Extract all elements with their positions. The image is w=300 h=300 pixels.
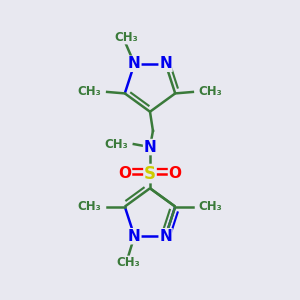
Text: CH₃: CH₃ [77, 200, 101, 213]
Text: N: N [128, 229, 141, 244]
Text: CH₃: CH₃ [117, 256, 140, 269]
Text: CH₃: CH₃ [114, 31, 138, 44]
Text: CH₃: CH₃ [199, 200, 223, 213]
Text: O: O [169, 166, 182, 181]
Text: CH₃: CH₃ [104, 138, 128, 151]
Text: S: S [144, 165, 156, 183]
Text: N: N [128, 56, 141, 71]
Text: N: N [159, 56, 172, 71]
Text: CH₃: CH₃ [77, 85, 101, 98]
Text: N: N [159, 229, 172, 244]
Text: N: N [144, 140, 156, 154]
Text: CH₃: CH₃ [199, 85, 223, 98]
Text: O: O [118, 166, 131, 181]
